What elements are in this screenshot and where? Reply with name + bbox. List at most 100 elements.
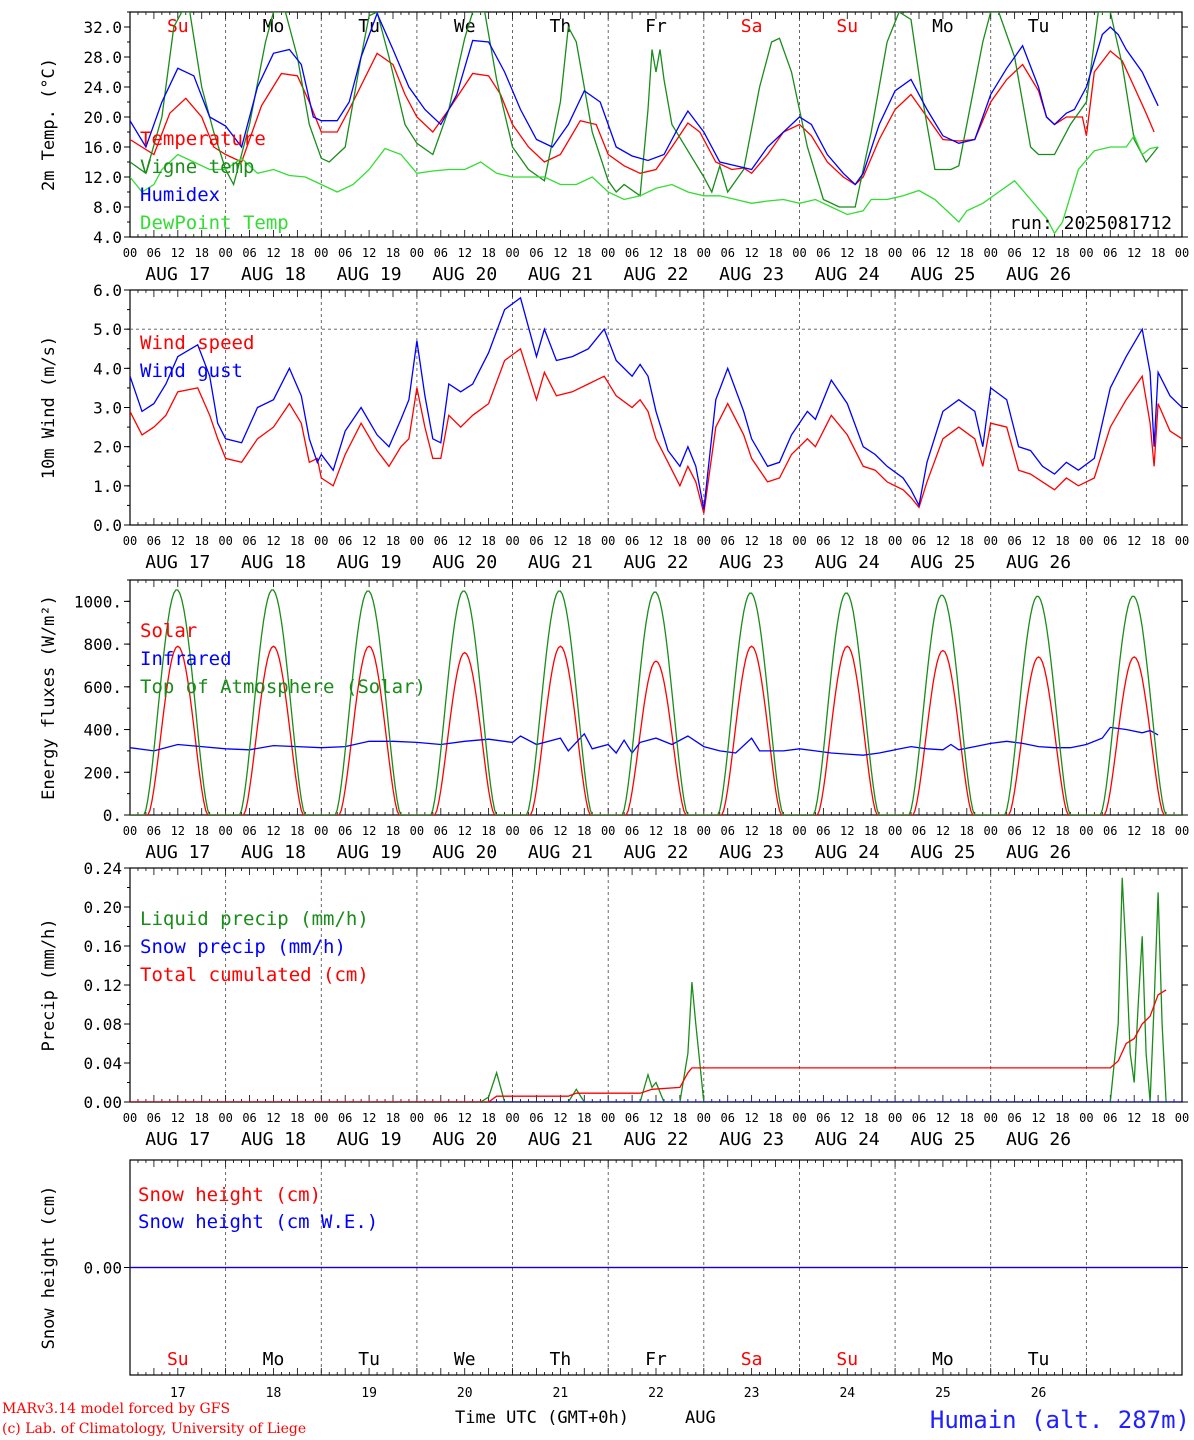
x-hour-label: 06 (721, 534, 735, 548)
x-hour-label: 12 (1031, 1111, 1045, 1125)
legend-entry: Snow height (cm) (138, 1184, 321, 1206)
x-hour-label: 00 (1079, 824, 1093, 838)
x-hour-label: 18 (1055, 246, 1069, 260)
weekday-label: Mo (932, 1349, 954, 1370)
x-day-label: AUG 25 (910, 1129, 975, 1150)
x-hour-label: 06 (147, 824, 161, 838)
x-hour-label: 00 (697, 1111, 711, 1125)
x-hour-label: 00 (123, 246, 137, 260)
x-hour-label: 00 (1175, 824, 1189, 838)
x-hour-label: 12 (171, 1111, 185, 1125)
x-hour-label: 06 (147, 246, 161, 260)
x-hour-label: 00 (601, 1111, 615, 1125)
x-hour-label: 00 (984, 246, 998, 260)
y-tick-label: 0. (103, 806, 122, 825)
x-hour-label: 06 (625, 1111, 639, 1125)
x-hour-label: 06 (1007, 1111, 1021, 1125)
x-hour-label: 00 (314, 246, 328, 260)
legend-entry: Snow height (cm W.E.) (138, 1211, 378, 1233)
legend-entry: Total cumulated (cm) (140, 964, 369, 986)
x-hour-label: 18 (864, 534, 878, 548)
x-hour-label: 12 (1127, 824, 1141, 838)
x-day-label: AUG 21 (528, 264, 593, 285)
plot-frame (129, 11, 1183, 238)
y-tick-label: 20.0 (83, 108, 122, 127)
y-tick-label: 1.0 (93, 477, 122, 496)
x-day-label: AUG 22 (623, 552, 688, 573)
weekday-label: Sa (741, 16, 763, 37)
weekday-label: Tu (358, 1349, 380, 1370)
x-hour-label: 00 (1175, 246, 1189, 260)
x-hour-label: 06 (1103, 246, 1117, 260)
series-dewpoint-temp (130, 134, 1159, 235)
x-hour-label: 18 (577, 534, 591, 548)
x-day-label: AUG 26 (1006, 842, 1071, 863)
x-hour-label: 06 (1103, 1111, 1117, 1125)
x-hour-label: 18 (864, 1111, 878, 1125)
x-hour-label: 00 (984, 1111, 998, 1125)
x-day-label: AUG 17 (145, 552, 210, 573)
y-tick-label: 0.24 (83, 859, 122, 878)
x-day-label: AUG 25 (910, 264, 975, 285)
panel-temp: 4.0 8.0 12.0 16.0 20.0 24.0 28.0 32.0 2m Temp. (… (39, 11, 1189, 285)
series-humidex (130, 12, 1159, 186)
x-hour-label: 12 (744, 1111, 758, 1125)
x-day-label: AUG 23 (719, 552, 784, 573)
month-label: AUG (685, 1408, 716, 1428)
x-hour-label: 00 (984, 824, 998, 838)
x-day-label: AUG 24 (815, 264, 880, 285)
x-day-label: AUG 17 (145, 842, 210, 863)
x-hour-label: 06 (912, 824, 926, 838)
x-hour-label: 06 (338, 246, 352, 260)
y-tick-label: 32.0 (83, 18, 122, 37)
x-day-label: AUG 19 (337, 1129, 402, 1150)
x-hour-label: 18 (290, 824, 304, 838)
x-hour-label: 06 (147, 1111, 161, 1125)
x-hour-label: 18 (481, 824, 495, 838)
x-day-label: AUG 19 (337, 842, 402, 863)
y-tick-label: 0.00 (83, 1093, 122, 1112)
x-hour-label: 12 (936, 1111, 950, 1125)
x-day-label: AUG 21 (528, 552, 593, 573)
x-hour-label: 06 (242, 246, 256, 260)
x-hour-label: 12 (362, 246, 376, 260)
bottom-day-number: 24 (839, 1386, 855, 1401)
x-hour-label: 00 (792, 534, 806, 548)
x-hour-label: 00 (888, 246, 902, 260)
bottom-day-number: 17 (170, 1386, 186, 1401)
y-tick-label: 0.00 (83, 1259, 122, 1278)
x-hour-label: 12 (840, 1111, 854, 1125)
x-hour-label: 06 (721, 246, 735, 260)
x-hour-label: 06 (338, 1111, 352, 1125)
x-day-label: AUG 18 (241, 552, 306, 573)
x-hour-label: 06 (816, 534, 830, 548)
x-day-label: AUG 26 (1006, 264, 1071, 285)
x-hour-label: 00 (697, 824, 711, 838)
x-hour-label: 18 (386, 534, 400, 548)
x-hour-label: 18 (195, 246, 209, 260)
x-day-label: AUG 23 (719, 842, 784, 863)
bottom-day-number: 22 (648, 1386, 664, 1401)
x-hour-label: 12 (840, 824, 854, 838)
x-hour-label: 06 (529, 824, 543, 838)
weekday-label: Tu (1028, 1349, 1050, 1370)
legend-entry: Wind speed (140, 332, 254, 354)
x-hour-label: 12 (266, 534, 280, 548)
y-axis-label: Precip (mm/h) (39, 918, 59, 1051)
series-infrared (130, 726, 1159, 756)
y-axis-label: 2m Temp. (°C) (39, 58, 59, 191)
y-tick-label: 5.0 (93, 320, 122, 339)
y-tick-label: 12.0 (83, 168, 122, 187)
x-hour-label: 18 (673, 1111, 687, 1125)
x-hour-label: 18 (768, 824, 782, 838)
x-hour-label: 12 (171, 246, 185, 260)
x-day-label: AUG 24 (815, 1129, 880, 1150)
x-hour-label: 18 (960, 1111, 974, 1125)
x-hour-label: 12 (171, 824, 185, 838)
x-day-label: AUG 20 (432, 842, 497, 863)
x-hour-label: 18 (1055, 1111, 1069, 1125)
legend-entry: DewPoint Temp (140, 212, 289, 234)
weekday-label: Mo (263, 1349, 285, 1370)
y-tick-label: 0.16 (83, 937, 122, 956)
x-day-label: AUG 26 (1006, 1129, 1071, 1150)
